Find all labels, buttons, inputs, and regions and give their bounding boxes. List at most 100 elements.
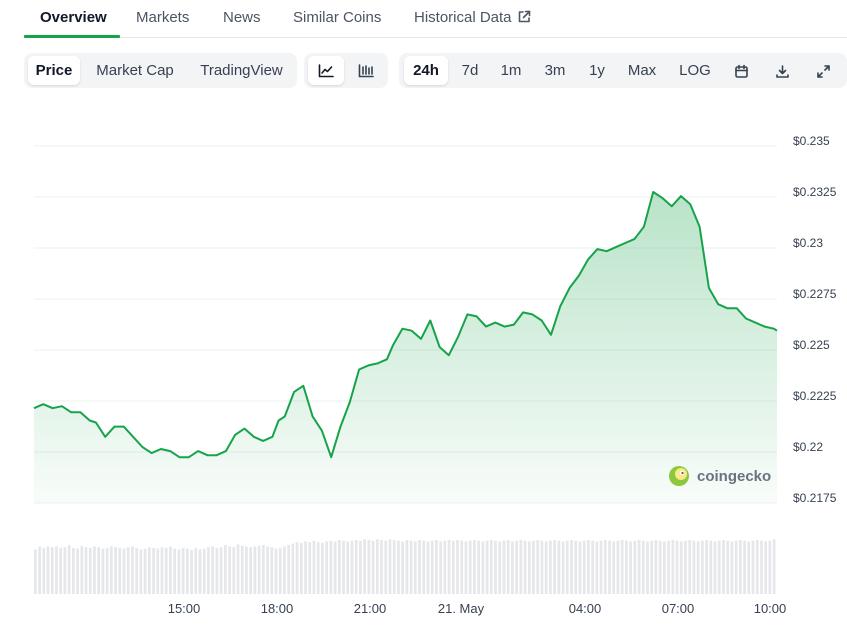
- volume-bar: [527, 541, 531, 594]
- volume-bar: [755, 540, 759, 594]
- volume-bar: [561, 541, 565, 594]
- volume-bar: [325, 541, 329, 594]
- volume-bar: [646, 541, 649, 594]
- volume-bar: [126, 547, 130, 594]
- volume-bar: [409, 540, 413, 594]
- line-chart-icon: [318, 64, 334, 78]
- volume-bar: [405, 540, 409, 594]
- volume-bar: [637, 540, 641, 594]
- volume-bar: [709, 540, 713, 594]
- volume-bar: [443, 540, 447, 594]
- volume-bar: [38, 546, 41, 594]
- y-tick-label: $0.22: [793, 440, 823, 454]
- price-button[interactable]: Price: [28, 56, 80, 85]
- volume-bar: [696, 541, 700, 594]
- volume-bar: [295, 542, 299, 594]
- volume-bar: [553, 540, 556, 594]
- volume-bar: [173, 548, 177, 594]
- volume-bar: [291, 543, 295, 594]
- tab-overview[interactable]: Overview: [40, 9, 107, 26]
- volume-bar: [435, 540, 438, 594]
- volume-bar: [713, 541, 717, 594]
- tab-historical-data[interactable]: Historical Data: [414, 9, 531, 26]
- volume-bar: [308, 542, 312, 594]
- external-link-icon: [518, 10, 530, 23]
- range-1y-button[interactable]: 1y: [589, 62, 605, 79]
- volume-bar: [582, 540, 586, 594]
- volume-bar: [599, 540, 603, 594]
- candlestick-button[interactable]: [348, 56, 384, 85]
- fullscreen-button[interactable]: [806, 56, 840, 85]
- volume-bar: [591, 540, 594, 594]
- volume-bar: [185, 548, 189, 594]
- range-1m-button[interactable]: 1m: [500, 62, 522, 79]
- tradingview-button[interactable]: TradingView: [200, 62, 283, 79]
- volume-bar: [734, 540, 738, 594]
- volume-bar: [283, 546, 286, 594]
- tab-news[interactable]: News: [223, 9, 261, 26]
- market-cap-button[interactable]: Market Cap: [96, 62, 174, 79]
- volume-bar: [194, 547, 198, 594]
- volume-bar: [544, 541, 548, 594]
- volume-bar: [211, 546, 215, 594]
- volume-bar: [549, 540, 552, 594]
- volume-bar: [118, 547, 122, 594]
- volume-bar: [739, 540, 742, 594]
- volume-bar: [430, 540, 434, 594]
- volume-bar: [473, 540, 476, 594]
- volume-bar: [42, 547, 46, 594]
- range-max-button[interactable]: Max: [627, 62, 657, 79]
- volume-bar: [743, 540, 746, 594]
- volume-bar: [511, 541, 514, 594]
- x-tick-label: 04:00: [569, 601, 602, 616]
- volume-bar: [641, 540, 645, 594]
- tab-markets[interactable]: Markets: [136, 9, 190, 26]
- range-7d-button[interactable]: 7d: [461, 62, 479, 79]
- volume-bar: [772, 539, 776, 594]
- volume-bar: [135, 547, 139, 594]
- download-button[interactable]: [765, 56, 799, 85]
- volume-bar: [156, 548, 160, 594]
- volume-bar: [245, 546, 248, 594]
- volume-bar: [207, 547, 210, 594]
- volume-bar: [688, 540, 692, 594]
- calendar-button[interactable]: [724, 56, 758, 85]
- volume-bar: [257, 545, 261, 594]
- line-chart-button[interactable]: [308, 56, 344, 85]
- volume-bar: [223, 545, 227, 594]
- log-scale-button[interactable]: LOG: [679, 62, 711, 79]
- volume-bar: [460, 540, 464, 594]
- page-tabs: Overview Markets News Similar Coins Hist…: [24, 0, 847, 38]
- volume-bar: [337, 540, 341, 594]
- volume-bar: [629, 541, 632, 594]
- volume-bars: [34, 539, 776, 594]
- range-24h-button[interactable]: 24h: [404, 56, 448, 85]
- x-tick-label: 18:00: [261, 601, 294, 616]
- volume-bar: [692, 540, 696, 594]
- volume-bar: [633, 540, 637, 594]
- volume-bar: [392, 540, 396, 594]
- y-tick-label: $0.2275: [793, 287, 837, 301]
- volume-bar: [342, 540, 345, 594]
- volume-bar: [67, 545, 71, 594]
- chart-style-group: [304, 53, 388, 88]
- volume-bar: [451, 540, 455, 594]
- volume-bar: [760, 540, 763, 594]
- volume-bar: [198, 549, 202, 594]
- tab-similar-coins[interactable]: Similar Coins: [293, 9, 382, 26]
- volume-bar: [675, 540, 679, 594]
- y-axis-labels: $0.235 $0.2325 $0.23 $0.2275 $0.225 $0.2225 $0…: [793, 134, 837, 505]
- volume-bar: [413, 541, 417, 594]
- volume-bar: [701, 540, 704, 594]
- volume-bar: [671, 540, 675, 594]
- volume-bar: [299, 542, 303, 594]
- volume-bar: [270, 547, 274, 594]
- volume-bar: [228, 546, 231, 594]
- volume-bar: [80, 545, 84, 594]
- range-3m-button[interactable]: 3m: [544, 62, 566, 79]
- volume-bar: [658, 540, 662, 594]
- volume-bar: [464, 541, 468, 594]
- volume-bar: [316, 542, 320, 594]
- volume-bar: [747, 541, 751, 594]
